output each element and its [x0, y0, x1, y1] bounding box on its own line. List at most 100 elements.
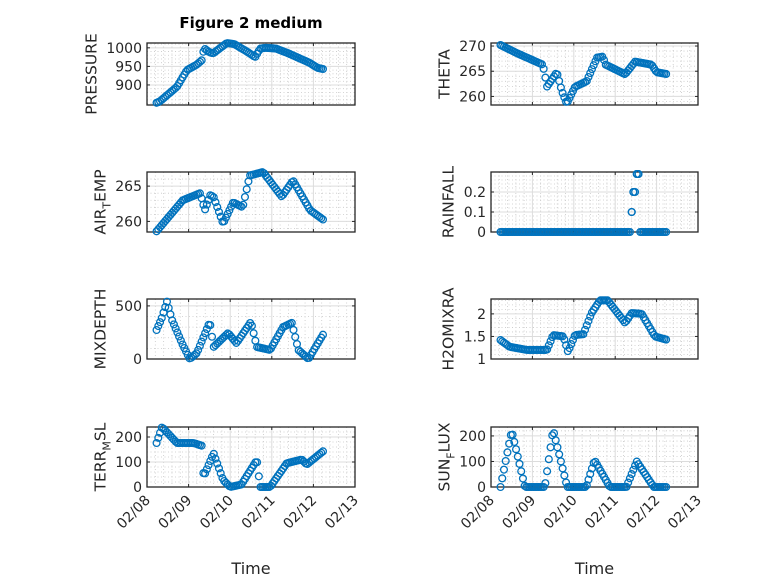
data-point: [537, 60, 546, 69]
data-point: [582, 76, 591, 86]
y-tick-label: 0: [477, 225, 486, 241]
y-tick-label: 2: [477, 307, 486, 323]
data-point: [195, 189, 204, 198]
y-label-part: TERR: [91, 450, 109, 492]
y-label-part: H2OMIXRA: [440, 287, 458, 370]
y-tick-label: 0: [133, 352, 142, 368]
data-point: [582, 321, 591, 330]
data-point: [199, 200, 208, 209]
data-point: [240, 192, 250, 202]
data-point: [662, 69, 671, 79]
data-point: [586, 469, 595, 479]
subplot-theta: 260 265 270 THETA: [435, 39, 699, 106]
data-point: [624, 478, 633, 487]
data-point: [622, 482, 631, 491]
data-point: [201, 205, 210, 214]
data-point: [247, 321, 256, 330]
y-axis-label: RAINFALL: [440, 165, 458, 238]
y-label-part: SUN: [435, 459, 453, 492]
y-tick-label: 1: [477, 352, 486, 368]
data-point: [586, 69, 595, 78]
data-point: [634, 169, 643, 179]
data-point: [558, 88, 567, 98]
x-tick-label: 02/11: [239, 493, 279, 533]
data-point: [201, 329, 210, 338]
x-tick-label: 02/12: [624, 493, 664, 533]
x-tick-label: 02/10: [541, 493, 581, 533]
data-point: [317, 448, 326, 457]
y-tick-label: 260: [459, 89, 486, 105]
y-tick-label: 260: [115, 214, 142, 230]
data-point: [505, 439, 514, 448]
y-tick-label: 500: [115, 299, 142, 315]
data-point: [213, 459, 222, 468]
y-label-subscript: F: [444, 452, 457, 458]
data-point: [556, 83, 565, 92]
data-point: [499, 465, 509, 474]
data-point: [154, 433, 163, 442]
data-point: [249, 329, 258, 338]
x-tick-label: 02/09: [156, 493, 196, 533]
data-point: [154, 322, 163, 331]
data-point: [629, 187, 638, 197]
data-point: [546, 443, 555, 452]
data-point: [209, 193, 218, 202]
data-point: [318, 215, 328, 224]
data-point: [543, 467, 552, 476]
data-point: [584, 475, 593, 484]
y-tick-label: 265: [459, 64, 486, 80]
data-point: [541, 479, 550, 488]
data-point: [173, 328, 182, 337]
data-point: [518, 474, 527, 483]
data-point: [579, 330, 588, 339]
y-label-part: AIR: [91, 208, 109, 234]
data-point: [197, 441, 206, 450]
y-tick-label: 0.1: [464, 205, 486, 221]
y-label-part: PRESSURE: [82, 33, 100, 115]
data-point: [168, 316, 177, 325]
y-tick-label: 1.5: [464, 329, 486, 345]
data-point: [201, 469, 210, 478]
subplot-h2omixra: 1 1.5 2 H2OMIXRA: [440, 287, 699, 371]
y-tick-label: 100: [459, 454, 486, 470]
data-point: [508, 430, 517, 439]
y-label-part: SL: [91, 422, 109, 441]
x-tick-label: 02/09: [499, 493, 539, 533]
data-point: [567, 340, 576, 349]
data-point: [171, 324, 180, 333]
x-tick-label: 02/10: [197, 493, 237, 533]
data-point: [498, 474, 507, 483]
y-axis-label: SUNFLUX: [435, 422, 457, 491]
data-point: [155, 318, 165, 327]
data-point: [627, 470, 636, 479]
axes-box: [146, 298, 356, 360]
x-tick-label: 02/13: [665, 493, 705, 533]
data-point: [582, 481, 591, 490]
data-point: [211, 198, 220, 207]
subplot-sunflux: 02/08 02/09 02/10 02/11 02/12 02/130100200SUN…: [435, 422, 705, 578]
data-point: [662, 227, 671, 237]
data-point: [211, 454, 220, 463]
data-point: [207, 192, 217, 201]
data-point: [161, 303, 170, 312]
x-tick-label: 02/08: [458, 493, 498, 533]
data-point: [546, 337, 555, 346]
data-point: [625, 227, 634, 237]
data-point: [584, 316, 593, 325]
data-point: [275, 189, 284, 198]
subplot-terrmsl: 02/08 02/09 02/10 02/11 02/12 02/130100200TER…: [91, 422, 362, 578]
y-axis-label: MIXDEPTH: [91, 289, 109, 370]
data-point: [197, 337, 206, 346]
data-point: [199, 333, 208, 342]
figure-title: Figure 2 medium: [179, 14, 322, 32]
y-axis-label: AIRTEMP: [91, 169, 113, 234]
data-point: [175, 332, 184, 341]
y-tick-label: 270: [459, 39, 486, 55]
y-tick-label: 100: [115, 455, 142, 471]
y-tick-label: 0.2: [464, 185, 486, 201]
axes-box: [490, 171, 699, 233]
data-point: [580, 482, 590, 492]
data-point: [195, 57, 204, 66]
data-point: [253, 458, 262, 467]
